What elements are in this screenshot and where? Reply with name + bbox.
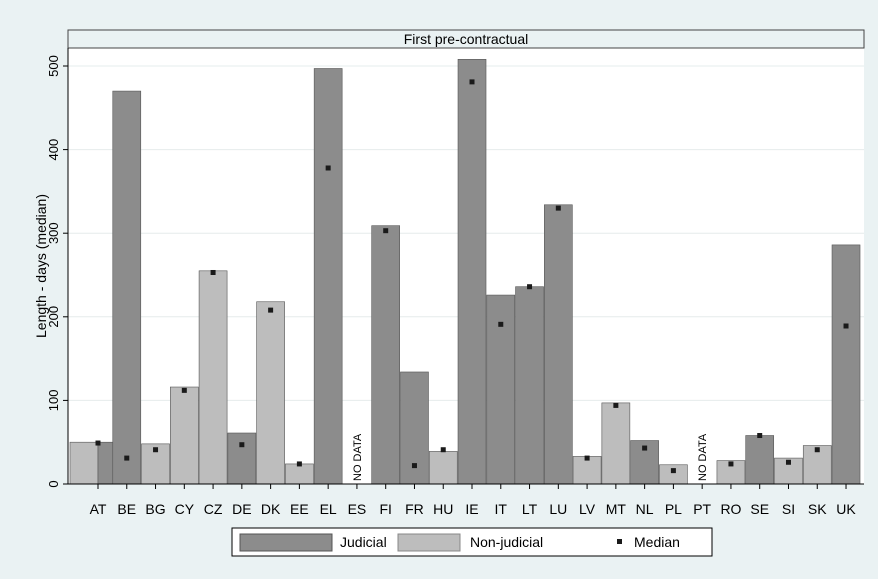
median-marker-uk: [843, 323, 849, 329]
median-marker-cz: [210, 269, 216, 275]
median-marker-lt: [527, 284, 533, 290]
median-marker-fi: [383, 228, 389, 234]
x-tick-label: HU: [433, 501, 453, 517]
x-tick-label: FR: [405, 501, 424, 517]
median-marker-ro: [728, 461, 734, 467]
median-marker-ee: [296, 461, 302, 467]
median-marker-it: [498, 321, 504, 327]
x-tick-label: LV: [579, 501, 596, 517]
median-marker-el: [325, 165, 331, 171]
legend-swatch-non-judicial: [397, 533, 461, 552]
median-marker-dk: [268, 307, 274, 313]
x-tick-label: PL: [665, 501, 682, 517]
bar-lv-non-judicial: [572, 456, 602, 485]
x-tick-label: UK: [836, 501, 856, 517]
bar-mt-non-judicial: [601, 402, 631, 485]
legend-label-non-judicial: Non-judicial: [470, 534, 543, 550]
x-tick-label: LU: [549, 501, 567, 517]
bar-at-non-judicial: [69, 441, 99, 485]
y-axis-ticks: 0 100 200 300 400 500: [46, 55, 68, 488]
chart-title: First pre-contractual: [404, 31, 528, 47]
no-data-label-pt: NO DATA: [697, 433, 709, 481]
x-tick-label: NL: [636, 501, 654, 517]
bar-uk-judicial: [831, 244, 861, 485]
legend: Judicial Non-judicial Median: [231, 527, 713, 557]
bar-lu-judicial: [544, 204, 573, 485]
x-tick-label: IT: [495, 501, 508, 517]
bar-be-judicial: [112, 90, 142, 485]
y-tick-label: 100: [46, 390, 61, 412]
bar-ee-non-judicial: [285, 463, 314, 485]
y-tick-label: 500: [46, 55, 61, 77]
median-marker-fr: [411, 463, 417, 469]
median-marker-nl: [642, 445, 648, 451]
median-marker-lv: [584, 455, 590, 461]
x-tick-label: FI: [379, 501, 391, 517]
x-tick-label: EL: [320, 501, 337, 517]
median-markers: [95, 79, 849, 474]
x-tick-label: MT: [606, 501, 627, 517]
no-data-labels: NO DATA NO DATA: [352, 433, 709, 481]
median-marker-lu: [555, 205, 561, 211]
y-tick-label: 300: [46, 222, 61, 244]
x-tick-label: RO: [720, 501, 741, 517]
bar-lt-judicial: [515, 286, 544, 485]
legend-label-judicial: Judicial: [340, 534, 387, 550]
x-tick-label: SK: [808, 501, 827, 517]
bar-dk-non-judicial: [256, 301, 285, 485]
x-tick-label: BE: [117, 501, 136, 517]
x-tick-label: DE: [232, 501, 251, 517]
bar-pl-non-judicial: [659, 464, 688, 485]
bar-fi-judicial: [371, 225, 401, 485]
bar-fr-judicial: [400, 371, 429, 485]
median-marker-sk: [814, 447, 820, 453]
median-marker-be: [124, 455, 130, 461]
bar-ie-judicial: [457, 59, 487, 485]
bar-el-judicial: [313, 68, 343, 485]
legend-swatch-judicial: [239, 533, 333, 552]
y-tick-label: 400: [46, 139, 61, 161]
legend-label-median: Median: [634, 534, 680, 550]
bar-cz-non-judicial: [198, 270, 228, 485]
chart-title-strip: [67, 29, 865, 49]
x-tick-label: CY: [175, 501, 195, 517]
x-tick-label: BG: [145, 501, 165, 517]
median-marker-cy: [181, 387, 187, 393]
median-marker-se: [757, 433, 763, 439]
x-tick-label: LT: [522, 501, 538, 517]
median-marker-si: [785, 459, 791, 465]
x-tick-label: IE: [465, 501, 478, 517]
y-tick-label: 0: [46, 480, 61, 487]
median-marker-mt: [613, 402, 619, 408]
median-marker-bg: [153, 447, 159, 453]
y-tick-label: 200: [46, 306, 61, 328]
median-marker-hu: [440, 447, 446, 453]
x-tick-label: EE: [290, 501, 309, 517]
bar-cy-non-judicial: [170, 386, 199, 485]
bar-hu-non-judicial: [428, 451, 458, 485]
x-axis-ticks: AT BE BG CY CZ DE DK EE EL ES FI FR HU IE IT LT LU LV MT NL…: [90, 484, 856, 517]
median-marker-at: [95, 440, 101, 446]
y-axis-label: Length - days (median): [33, 194, 49, 338]
x-tick-label: DK: [261, 501, 281, 517]
x-tick-label: CZ: [204, 501, 223, 517]
bar-se-judicial: [745, 435, 775, 485]
median-marker-pl: [670, 468, 676, 474]
x-tick-label: PT: [693, 501, 711, 517]
median-marker-ie: [469, 79, 475, 85]
x-tick-label: ES: [348, 501, 367, 517]
x-tick-label: AT: [90, 501, 107, 517]
median-marker-de: [239, 442, 245, 448]
legend-marker-median: [617, 539, 622, 544]
x-tick-label: SI: [782, 501, 795, 517]
bar-de-judicial: [227, 432, 257, 485]
x-tick-label: SE: [750, 501, 769, 517]
no-data-label-es: NO DATA: [352, 433, 364, 481]
